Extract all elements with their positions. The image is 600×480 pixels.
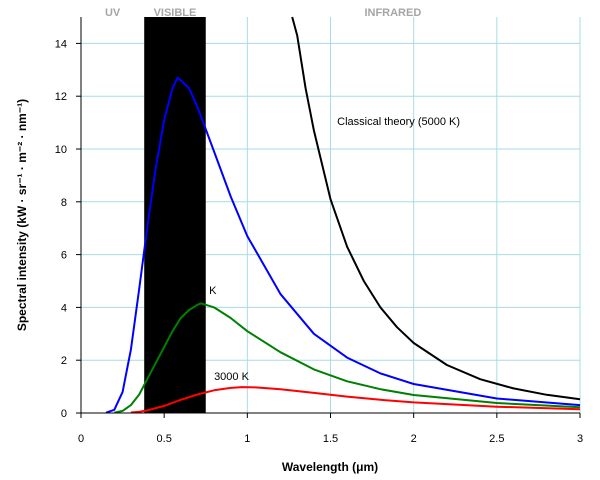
region-label-infrared: INFRARED [364,7,421,19]
y-tick-label: 8 [61,197,67,209]
series-lines [105,16,581,414]
region-label-visible: VISIBLE [154,7,197,19]
series-line-2 [114,302,581,414]
annotations: Classical theory (5000 K) K 3000 K [209,116,460,383]
series-line-3 [130,386,581,414]
series-line-1 [105,76,581,414]
y-tick-label: 10 [55,144,67,156]
annotation-3: 3000 K [214,371,250,383]
x-tick-label: 2.5 [489,433,504,445]
series-line-4 [291,16,581,401]
y-tick-label: 2 [61,355,67,367]
annotation-1: Classical theory (5000 K) [337,116,460,128]
visible-band [144,17,206,413]
y-tick-label: 0 [61,408,67,420]
x-tick-label: 1.5 [323,433,338,445]
x-tick-label: 0 [78,433,84,445]
y-tick-label: 14 [55,38,67,50]
y-axis-label: Spectral intensity (kW · sr⁻¹ · m⁻² · nm… [15,99,29,331]
y-tick-label: 6 [61,250,67,262]
x-tick-label: 2 [411,433,417,445]
annotation-2: K [209,285,217,297]
spectral-regions: UV VISIBLE INFRARED [105,7,421,413]
x-tick-label: 1 [244,433,250,445]
x-tick-label: 0.5 [157,433,172,445]
y-tick-label: 12 [55,91,67,103]
y-tick-label: 4 [61,302,67,314]
tick-labels: 0 0.5 1 1.5 2 2.5 3 0 2 4 6 8 10 12 14 [55,38,583,445]
x-axis-label: Wavelength (μm) [282,460,378,474]
x-tick-label: 3 [577,433,583,445]
region-label-uv: UV [105,7,121,19]
